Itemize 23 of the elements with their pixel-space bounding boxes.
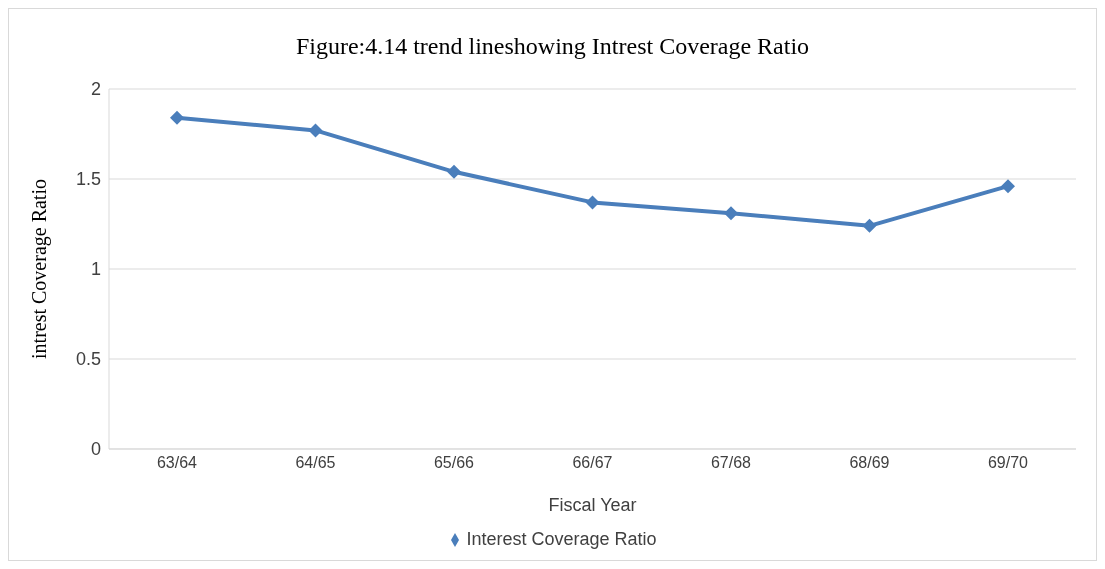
y-axis-title: intrest Coverage Ratio [28,179,52,359]
x-tick-label: 64/65 [295,454,336,472]
point [447,164,461,179]
point [1001,179,1015,194]
point [170,110,184,125]
point [585,195,600,210]
y-tick-label: 1 [90,259,101,280]
x-tick-label: 65/66 [433,454,475,472]
y-tick-label: 0 [90,439,101,460]
y-tick-label: 0.5 [75,349,101,370]
chart-title: Figure:4.14 trend lineshowing Intrest Coverage Ratio [294,33,811,60]
x-tick-label: 69/70 [987,454,1029,472]
y-tick-label: 1.5 [75,169,101,190]
y-tick-label: 2 [90,79,101,100]
point [724,206,738,221]
point [308,123,323,138]
x-tick-label: 66/67 [572,454,613,472]
legend-label: Interest Coverage Ratio [466,529,657,549]
x-tick-label: 63/64 [156,454,198,472]
x-axis-title: Fiscal Year [548,495,637,515]
x-tick-label: 67/68 [710,454,752,472]
x-tick-label: 68/69 [849,454,890,472]
point [862,218,877,233]
